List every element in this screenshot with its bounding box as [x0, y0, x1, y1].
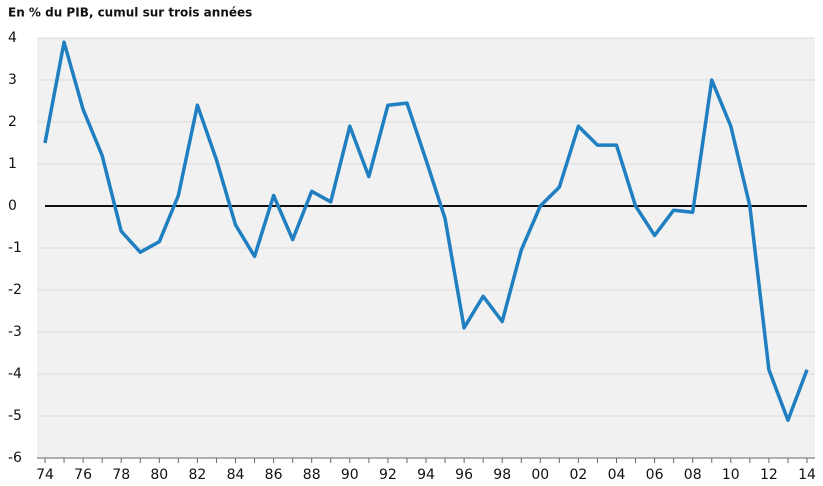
x-tick-label: 98 — [493, 467, 511, 483]
x-tick-label: 80 — [150, 467, 168, 483]
x-tick-label: 92 — [379, 467, 397, 483]
x-tick-label: 06 — [646, 467, 664, 483]
y-tick-label: -6 — [8, 450, 22, 466]
x-tick-label: 02 — [569, 467, 587, 483]
x-tick-label: 82 — [188, 467, 206, 483]
x-tick-label: 78 — [112, 467, 130, 483]
x-tick-label: 74 — [36, 467, 54, 483]
y-tick-label: -4 — [8, 366, 22, 382]
x-tick-label: 84 — [227, 467, 245, 483]
x-tick-label: 14 — [798, 467, 816, 483]
y-tick-label: 0 — [8, 198, 17, 214]
y-tick-label: -5 — [8, 408, 22, 424]
x-tick-label: 12 — [760, 467, 778, 483]
x-tick-label: 88 — [303, 467, 321, 483]
x-tick-label: 90 — [341, 467, 359, 483]
x-tick-label: 86 — [265, 467, 283, 483]
y-tick-label: -1 — [8, 240, 22, 256]
x-tick-label: 00 — [531, 467, 549, 483]
x-tick-label: 94 — [417, 467, 435, 483]
x-tick-label: 96 — [455, 467, 473, 483]
x-tick-label: 10 — [722, 467, 740, 483]
chart-title: En % du PIB, cumul sur trois années — [8, 6, 252, 20]
y-tick-label: 1 — [8, 156, 17, 172]
y-tick-label: 2 — [8, 114, 17, 130]
y-tick-label: -2 — [8, 282, 22, 298]
y-tick-label: 3 — [8, 72, 17, 88]
x-tick-label: 76 — [74, 467, 92, 483]
x-tick-label: 08 — [684, 467, 702, 483]
y-tick-label: 4 — [8, 30, 17, 46]
y-tick-label: -3 — [8, 324, 22, 340]
line-series — [43, 40, 809, 422]
x-tick-label: 04 — [608, 467, 626, 483]
